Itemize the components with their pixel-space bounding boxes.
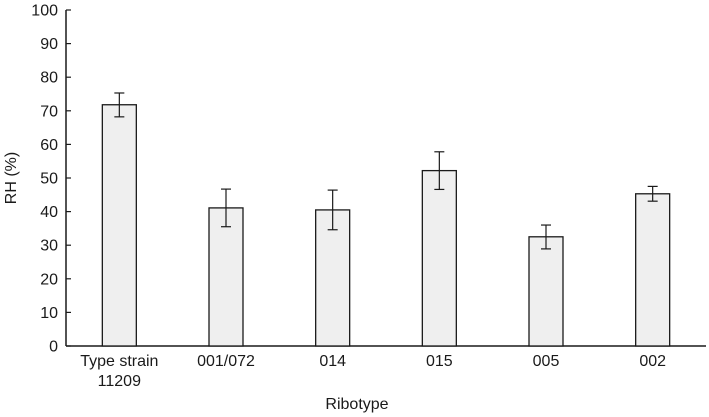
bar: [528, 236, 564, 347]
chart-bars: [101, 104, 671, 347]
x-axis-ticks: Type strain 11209 001/072 014 015 005 002: [80, 353, 666, 390]
bar: [208, 207, 244, 347]
x-tick-label: 002: [639, 353, 666, 370]
chart-error-bars: [114, 92, 658, 250]
bar: [421, 169, 457, 347]
y-tick-label: 30: [40, 238, 58, 255]
y-tick-label: 90: [40, 36, 58, 53]
x-tick-label-line: 014: [319, 353, 346, 370]
x-axis-title: Ribotype: [325, 396, 388, 413]
y-axis-ticks: 0 10 20 30 40 50 60 70 80 90 100: [31, 3, 71, 356]
x-tick-label-line: 015: [426, 353, 453, 370]
bar: [635, 193, 671, 347]
x-tick-label: 015: [426, 353, 453, 370]
y-axis-title: RH (%): [3, 152, 20, 204]
y-tick-label: 10: [40, 305, 58, 322]
y-tick-label: 40: [40, 204, 58, 221]
y-tick-label: 20: [40, 271, 58, 288]
x-tick-label: 001/072: [197, 353, 255, 370]
x-tick-label: 014: [319, 353, 346, 370]
bar: [315, 209, 351, 347]
y-tick-label: 80: [40, 70, 58, 87]
bar: [101, 104, 137, 347]
x-tick-label-line: 001/072: [197, 353, 255, 370]
y-tick-label: 100: [31, 3, 58, 20]
y-tick-label: 60: [40, 137, 58, 154]
y-tick-label: 0: [49, 339, 58, 356]
x-tick-label-line: 005: [533, 353, 560, 370]
chart-axes: [65, 10, 706, 347]
x-tick-label: Type strain 11209: [80, 353, 158, 390]
y-tick-label: 70: [40, 103, 58, 120]
y-tick-label: 50: [40, 171, 58, 188]
x-tick-label-line: Type strain: [80, 353, 158, 370]
x-tick-label-line: 002: [639, 353, 666, 370]
x-tick-label: 005: [533, 353, 560, 370]
x-tick-label-line: 11209: [98, 373, 141, 390]
